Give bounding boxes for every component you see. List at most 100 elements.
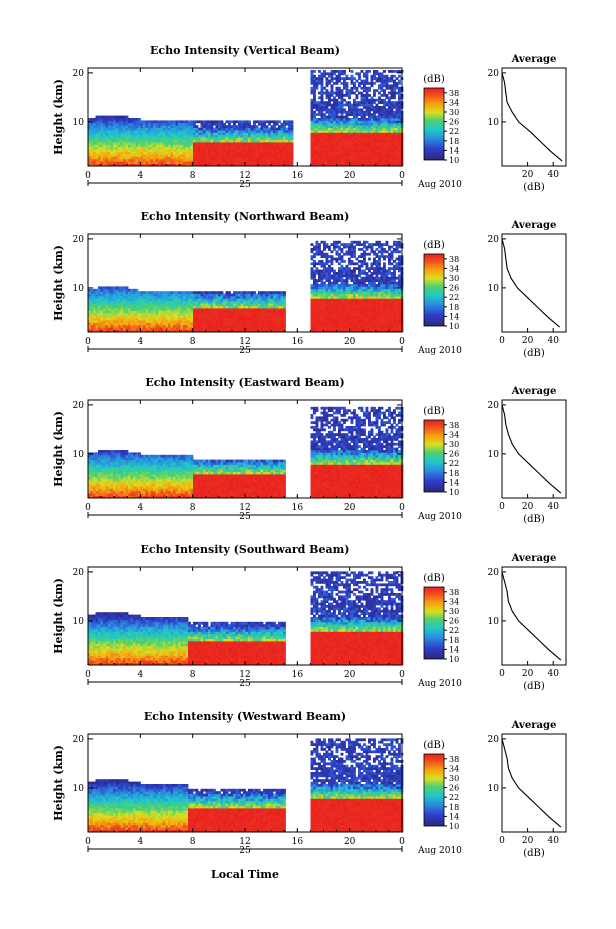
heatmap-cell bbox=[125, 122, 129, 126]
heatmap-cell bbox=[255, 142, 259, 145]
heatmap-cell bbox=[220, 293, 224, 297]
heatmap-cell bbox=[328, 260, 331, 263]
heatmap-cell bbox=[88, 308, 91, 311]
heatmap-cell bbox=[238, 291, 241, 294]
heatmap-cell bbox=[263, 139, 266, 143]
heatmap-cell bbox=[355, 274, 359, 278]
heatmap-cell bbox=[108, 158, 111, 162]
heatmap-cell bbox=[335, 279, 339, 282]
heatmap-cell bbox=[215, 315, 219, 318]
heatmap-cell bbox=[123, 139, 126, 143]
heatmap-cell bbox=[150, 300, 154, 304]
heatmap-cell bbox=[318, 245, 321, 249]
heatmap-cell bbox=[280, 137, 284, 140]
heatmap-cell bbox=[260, 293, 264, 297]
heatmap-cell bbox=[310, 113, 314, 116]
heatmap-cell bbox=[330, 161, 334, 164]
heatmap-cell bbox=[90, 327, 94, 330]
heatmap-cell bbox=[273, 139, 276, 143]
heatmap-cell bbox=[380, 84, 384, 88]
heatmap-cell bbox=[325, 272, 329, 275]
heatmap-cell bbox=[373, 137, 376, 140]
heatmap-cell bbox=[125, 156, 129, 160]
heatmap-cell bbox=[255, 120, 259, 124]
heatmap-cell bbox=[338, 262, 341, 266]
heatmap-cell bbox=[88, 154, 91, 157]
heatmap-cell bbox=[363, 142, 366, 145]
heatmap-cell bbox=[200, 322, 204, 326]
heatmap-cell bbox=[123, 324, 126, 328]
heatmap-cell bbox=[390, 125, 394, 128]
heatmap-cell bbox=[223, 125, 226, 128]
heatmap-cell bbox=[358, 317, 361, 321]
heatmap-cell bbox=[330, 77, 334, 80]
heatmap-cell bbox=[200, 312, 204, 316]
heatmap-cell bbox=[360, 139, 364, 143]
heatmap-cell bbox=[283, 324, 286, 328]
heatmap-cell bbox=[338, 329, 341, 333]
heatmap-cell bbox=[218, 300, 221, 304]
heatmap-cell bbox=[165, 134, 169, 138]
heatmap-cell bbox=[145, 163, 149, 167]
heatmap-cell bbox=[180, 120, 184, 124]
heatmap-cell bbox=[203, 146, 206, 150]
heatmap-cell bbox=[188, 310, 191, 314]
heatmap-cell bbox=[310, 132, 314, 136]
heatmap-cell bbox=[238, 298, 241, 302]
heatmap-cell bbox=[228, 291, 231, 294]
heatmap-cell bbox=[148, 142, 151, 145]
heatmap-cell bbox=[280, 320, 284, 323]
heatmap-cell bbox=[88, 312, 91, 316]
heatmap-cell bbox=[368, 115, 371, 119]
heatmap-cell bbox=[170, 308, 174, 311]
heatmap-cell bbox=[213, 144, 216, 148]
heatmap-cell bbox=[348, 94, 351, 97]
heatmap-cell bbox=[118, 118, 121, 121]
heatmap-cell bbox=[125, 303, 129, 306]
heatmap-cell bbox=[358, 125, 361, 128]
heatmap-cell bbox=[168, 315, 171, 318]
heatmap-cell bbox=[270, 310, 274, 314]
heatmap-cell bbox=[118, 322, 121, 326]
heatmap-cell bbox=[128, 308, 131, 311]
heatmap-cell bbox=[190, 156, 194, 160]
heatmap-cell bbox=[278, 296, 281, 299]
heatmap-cell bbox=[255, 327, 259, 330]
heatmap-cell bbox=[138, 303, 141, 306]
heatmap-cell bbox=[383, 89, 386, 92]
heatmap-cell bbox=[350, 108, 354, 112]
heatmap-cell bbox=[175, 312, 179, 316]
heatmap-cell bbox=[360, 94, 364, 97]
heatmap-cell bbox=[275, 300, 279, 304]
heatmap-cell bbox=[160, 120, 164, 124]
heatmap-cell bbox=[273, 142, 276, 145]
heatmap-cell bbox=[315, 106, 319, 109]
heatmap-cell bbox=[398, 142, 401, 145]
heatmap-cell bbox=[335, 89, 339, 92]
heatmap-cell bbox=[150, 310, 154, 314]
heatmap-cell bbox=[215, 151, 219, 155]
heatmap-cell bbox=[265, 320, 269, 323]
heatmap-cell bbox=[323, 252, 326, 256]
heatmap-cell bbox=[330, 151, 334, 155]
heatmap-cell bbox=[113, 303, 116, 306]
heatmap-cell bbox=[288, 142, 291, 145]
heatmap-cell bbox=[105, 156, 109, 160]
heatmap-cell bbox=[333, 303, 336, 306]
heatmap-cell bbox=[343, 110, 346, 114]
heatmap-cell bbox=[313, 144, 316, 148]
heatmap-cell bbox=[190, 308, 194, 311]
heatmap-cell bbox=[103, 291, 106, 294]
heatmap-cell bbox=[325, 103, 329, 107]
heatmap-cell bbox=[210, 312, 214, 316]
heatmap-cell bbox=[220, 158, 224, 162]
heatmap-cell bbox=[100, 122, 104, 126]
heatmap-cell bbox=[353, 296, 356, 299]
heatmap-cell bbox=[375, 130, 379, 133]
heatmap-cell bbox=[243, 127, 246, 131]
heatmap-cell bbox=[260, 324, 264, 328]
heatmap-cell bbox=[240, 144, 244, 148]
heatmap-cell bbox=[145, 317, 149, 321]
heatmap-cell bbox=[88, 315, 91, 318]
heatmap-cell bbox=[260, 312, 264, 316]
